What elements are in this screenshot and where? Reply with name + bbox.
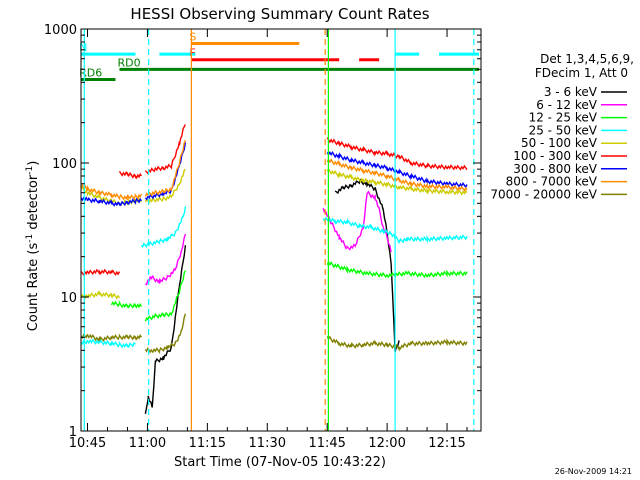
svg-text:Count Rate (s-1 detector-1): Count Rate (s-1 detector-1)	[25, 161, 41, 332]
x-axis-label: Start Time (07-Nov-05 10:43:22)	[174, 455, 386, 470]
series-6-segment-3	[144, 124, 187, 175]
plot-frame	[80, 28, 482, 432]
y-tick-label-2: 10	[60, 291, 77, 306]
footer-timestamp: 26-Nov-2009 14:21	[555, 467, 632, 476]
axes-layer: 10:45 11:00 11:15 11:30 11:45 12:00 12:15 1 10 10…	[44, 23, 482, 451]
series-3-segment-3	[326, 261, 468, 279]
legend-label-8: 800 - 7000 keV	[506, 175, 598, 189]
legend: Det 1,3,4,5,6,9, FDecim 1, Att 0 3 - 6 k…	[490, 52, 634, 201]
legend-label-5: 50 - 100 keV	[521, 136, 598, 150]
x-tick-label-1: 10:45	[69, 436, 106, 451]
y-axis-label-sup2: -1	[25, 166, 35, 175]
y-axis-label-sup: -1	[25, 234, 35, 243]
series-6-segment-2	[118, 170, 142, 180]
series-layer	[80, 124, 468, 415]
y-axis-label-end: )	[26, 161, 41, 166]
series-1-segment-1	[144, 245, 187, 415]
state-label-n: N	[79, 41, 87, 54]
series-9-segment-2	[144, 313, 187, 355]
series-9-segment-3	[326, 335, 468, 352]
legend-label-1: 3 - 6 keV	[544, 85, 598, 99]
series-6-segment-1	[80, 268, 121, 277]
legend-label-7: 300 - 800 keV	[513, 162, 597, 176]
series-9-segment-1	[80, 333, 142, 342]
series-5-segment-3	[144, 168, 186, 204]
legend-label-6: 100 - 300 keV	[513, 149, 597, 163]
series-8-segment-2	[144, 140, 187, 197]
series-8-segment-3	[326, 158, 468, 192]
series-3-segment-2	[144, 270, 187, 322]
x-tick-label-2: 11:00	[129, 436, 166, 451]
state-bars-layer: N SF RD0 RD6	[79, 30, 480, 81]
y-tick-label-4: 1000	[44, 23, 77, 38]
legend-header-line-1: Det 1,3,4,5,6,9,	[540, 52, 634, 66]
chart-title: HESSI Observing Summary Count Rates	[130, 5, 429, 23]
x-tick-label-6: 12:00	[368, 436, 405, 451]
y-tick-label-1: 1	[69, 425, 77, 440]
x-tick-label-7: 12:15	[428, 436, 465, 451]
legend-header-line-2: FDecim 1, Att 0	[535, 66, 628, 80]
y-axis-label-main: Count Rate (s	[26, 243, 41, 332]
series-4-segment-3	[322, 216, 468, 244]
series-4-segment-1	[80, 338, 136, 349]
series-6-segment-4	[326, 137, 468, 171]
series-2-segment-2	[322, 190, 392, 253]
x-tick-label-5: 11:45	[308, 436, 345, 451]
y-axis-label: Count Rate (s-1 detector-1)	[25, 161, 41, 332]
legend-label-9: 7000 - 20000 keV	[490, 187, 597, 201]
legend-label-2: 6 - 12 keV	[536, 98, 598, 112]
y-axis-label-mid: detector	[26, 174, 41, 234]
y-tick-label-3: 100	[52, 157, 77, 172]
x-tick-label-3: 11:15	[189, 436, 226, 451]
state-label-s: S	[189, 30, 196, 43]
state-label-rd0: RD0	[117, 56, 140, 69]
series-7-segment-1	[80, 196, 142, 207]
x-tick-label-4: 11:30	[249, 436, 286, 451]
series-3-segment-1	[110, 300, 143, 309]
legend-label-3: 12 - 25 keV	[529, 111, 598, 125]
state-label-rd6: RD6	[79, 66, 102, 79]
vertical-markers-layer	[83, 29, 475, 431]
series-4-segment-2	[140, 206, 187, 249]
series-5-segment-4	[326, 167, 468, 196]
legend-label-4: 25 - 50 keV	[529, 123, 598, 137]
series-8-segment-1	[80, 183, 143, 201]
series-2-segment-1	[145, 233, 187, 286]
state-label-f: F	[189, 47, 195, 60]
